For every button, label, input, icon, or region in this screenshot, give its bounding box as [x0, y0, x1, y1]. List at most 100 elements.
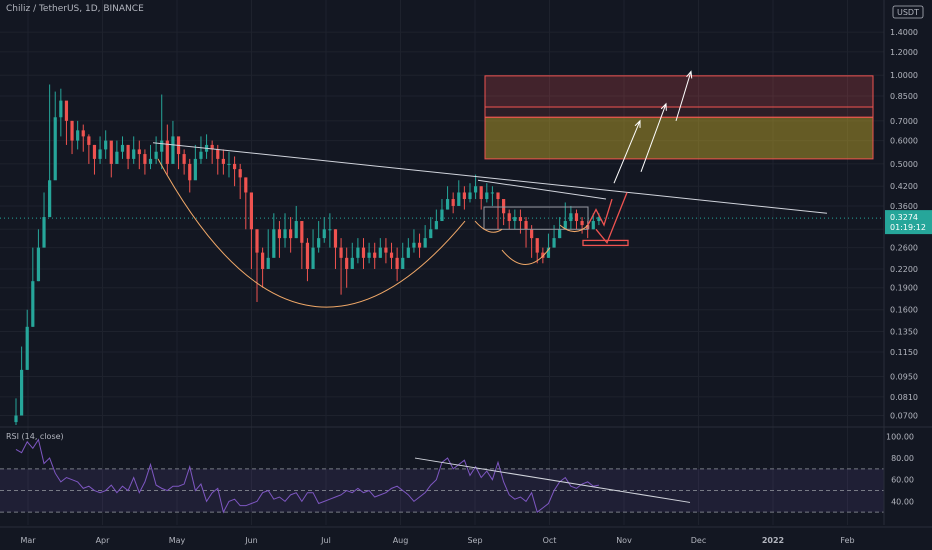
y-tick-label: 0.4200: [890, 182, 918, 191]
arrow-head: [686, 70, 693, 79]
candle: [513, 217, 517, 222]
candle: [462, 192, 466, 200]
candle: [148, 158, 153, 164]
rsi-trendline: [414, 457, 691, 503]
candle: [31, 281, 35, 327]
y-tick-label: 0.0950: [890, 372, 918, 381]
last-price-value: 0.3274: [890, 213, 918, 222]
candle: [92, 144, 97, 159]
resistance-trendline: [152, 142, 828, 214]
cup-curve: [157, 158, 466, 308]
candle: [126, 144, 130, 159]
x-tick-label: Mar: [20, 536, 36, 545]
handle-curve: [501, 247, 551, 265]
y-tick-label: 0.8500: [890, 92, 918, 101]
target-arrow: [613, 120, 641, 184]
chart-title: Chiliz / TetherUS, 1D, BINANCE: [6, 4, 144, 14]
x-tick-label: Nov: [616, 536, 632, 545]
candle: [356, 247, 360, 258]
candle: [109, 140, 113, 164]
candle: [20, 369, 24, 416]
candle: [389, 252, 394, 258]
candle: [171, 136, 175, 164]
candle: [221, 158, 225, 164]
x-tick-label: Dec: [691, 536, 706, 545]
candle: [104, 140, 108, 150]
candle: [401, 257, 405, 269]
candle: [64, 100, 69, 121]
candle: [496, 192, 500, 200]
candle-countdown: 01:19:12: [890, 223, 926, 232]
candle: [333, 229, 338, 248]
candle: [199, 151, 203, 159]
currency-badge: [892, 5, 924, 19]
y-tick-label: 0.2600: [890, 244, 918, 253]
x-tick-label: Apr: [96, 536, 111, 545]
y-tick-label: 0.5000: [890, 160, 918, 169]
x-tick-label: Oct: [543, 536, 557, 545]
candle: [87, 136, 91, 145]
y-tick-label: 0.1600: [890, 306, 918, 315]
candle: [423, 238, 427, 248]
candle: [445, 199, 450, 210]
candle: [165, 140, 169, 164]
candle: [53, 117, 57, 181]
rsi-line: [15, 438, 599, 514]
stop-zone: [582, 239, 629, 247]
currency-badge-label: USDT: [897, 8, 919, 17]
y-tick-label: 1.0000: [890, 71, 918, 80]
x-tick-label: May: [169, 536, 186, 545]
candle: [115, 151, 119, 164]
y-tick-label: 0.2200: [890, 265, 918, 274]
candle: [154, 151, 158, 159]
target-arrow: [640, 103, 667, 173]
y-tick-label: 0.7000: [890, 117, 918, 126]
candle: [580, 221, 584, 226]
candle: [502, 199, 506, 214]
candle: [574, 213, 579, 222]
candle: [440, 209, 444, 222]
candle: [266, 257, 270, 269]
candle: [70, 120, 74, 141]
candle: [59, 100, 63, 118]
candle: [255, 229, 259, 253]
candle: [76, 130, 80, 141]
candle: [479, 186, 483, 200]
candle: [137, 149, 141, 155]
candle: [48, 180, 52, 218]
x-tick-label: Aug: [393, 536, 409, 545]
candle: [227, 163, 231, 165]
candle: [429, 229, 433, 239]
candle: [188, 163, 192, 181]
handle-curve-right: [559, 224, 589, 233]
candle: [468, 192, 472, 200]
candle: [36, 247, 41, 282]
candle: [182, 154, 186, 164]
candle: [563, 221, 567, 230]
y-tick-label: 1.2000: [890, 48, 918, 57]
candle: [541, 252, 545, 258]
candle: [412, 242, 416, 248]
candle: [558, 229, 562, 239]
candle: [244, 177, 248, 193]
candle: [406, 247, 410, 258]
candle: [367, 252, 371, 258]
candle: [249, 192, 253, 230]
x-tick-label: Jun: [244, 536, 258, 545]
candle: [378, 247, 382, 258]
candle: [569, 213, 573, 222]
candle: [597, 217, 601, 222]
y-tick-label: 0.1900: [890, 284, 918, 293]
candle: [457, 192, 461, 206]
candle: [507, 213, 511, 222]
candle: [216, 149, 220, 159]
x-tick-label: Feb: [840, 536, 854, 545]
candle: [490, 192, 495, 194]
candle: [373, 252, 377, 258]
candle: [322, 229, 326, 239]
candle: [473, 186, 478, 193]
y-tick-label: 0.6000: [890, 137, 918, 146]
arrow-head: [660, 102, 667, 111]
candle: [25, 326, 29, 370]
rsi-tick-label: 60.00: [891, 476, 914, 485]
